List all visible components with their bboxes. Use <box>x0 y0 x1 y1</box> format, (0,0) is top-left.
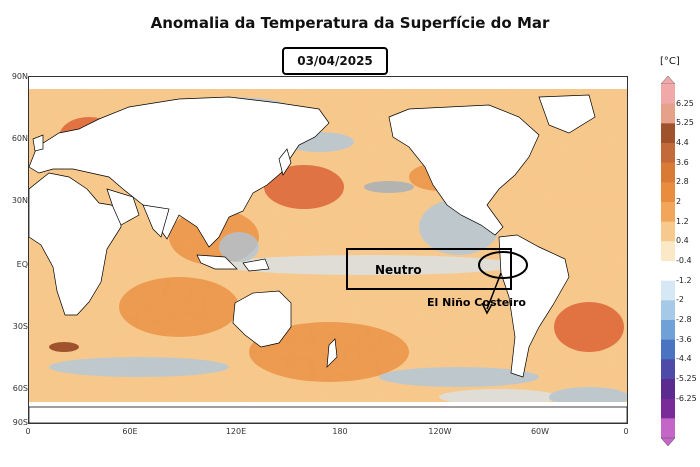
colorbar-swatch <box>661 84 675 105</box>
colorbar-bottom-cap <box>660 437 676 446</box>
lat-label: 60N <box>11 134 28 143</box>
colorbar-swatch <box>661 379 675 400</box>
date-box: 03/04/2025 <box>282 47 388 75</box>
colorbar-swatch <box>661 182 675 203</box>
annotation-arrow <box>486 272 502 310</box>
map-title: Anomalia da Temperatura da Superfície do… <box>150 14 550 32</box>
colorbar-tick-label: 6.25 <box>676 98 694 108</box>
colorbar-tick-label: 4.4 <box>676 138 689 147</box>
colorbar-swatch <box>661 103 675 124</box>
colorbar-tick-label: 2.8 <box>676 177 689 187</box>
colorbar-tick-label: 1.2 <box>676 216 689 226</box>
lat-label: 90S <box>12 418 28 427</box>
colorbar-tick-label: -5.25 <box>676 374 697 383</box>
colorbar-tick-label: -6.25 <box>676 393 697 403</box>
colorbar-swatch <box>661 398 675 419</box>
lon-label: 120E <box>225 427 247 436</box>
colorbar-tick-label: 5.25 <box>676 118 694 128</box>
sst-anomaly-map: Neutro El Niño Costeiro <box>28 76 628 424</box>
colorbar-tick-label: -0.4 <box>676 256 692 265</box>
coastal-el-nino-label: El Niño Costeiro <box>427 296 526 309</box>
lat-label: 90N <box>11 72 28 81</box>
colorbar-swatch <box>661 359 675 380</box>
colorbar-swatch <box>661 280 675 301</box>
colorbar-tick-label: -3.6 <box>676 334 692 344</box>
colorbar-tick-label: 2 <box>676 197 682 206</box>
colorbar-tick-label: 0.4 <box>676 236 689 246</box>
lon-label: 0 <box>623 427 629 436</box>
coastal-el-nino-circle <box>478 251 528 279</box>
colorbar-swatch <box>661 241 675 262</box>
colorbar-swatch <box>661 300 675 321</box>
lat-label: EQ <box>16 260 28 269</box>
lat-label: 30S <box>12 322 28 331</box>
colorbar-swatch <box>661 162 675 183</box>
colorbar-swatch <box>661 418 675 439</box>
colorbar-swatch <box>661 123 675 144</box>
colorbar-tick-label: -4.4 <box>676 354 692 364</box>
colorbar-swatch <box>661 202 675 223</box>
lon-label: 0 <box>25 427 31 436</box>
colorbar-tick-label: -2.8 <box>676 315 692 324</box>
colorbar-tick-label: -1.2 <box>676 275 692 285</box>
colorbar-swatch <box>661 339 675 360</box>
colorbar-unit: [°C] <box>660 56 680 67</box>
lat-label: 60S <box>12 384 28 393</box>
lon-label: 180 <box>332 427 348 436</box>
lon-label: 120W <box>428 427 452 436</box>
colorbar-tick-label: 3.6 <box>676 157 689 167</box>
neutral-label: Neutro <box>375 263 422 277</box>
neutral-region-box <box>346 248 512 290</box>
colorbar-swatch <box>661 261 675 282</box>
colorbar <box>660 76 676 446</box>
colorbar-tick-label: -2 <box>676 295 684 305</box>
continents <box>29 94 627 423</box>
colorbar-top-cap <box>660 76 676 85</box>
colorbar-swatch <box>661 143 675 164</box>
lon-label: 60E <box>122 427 138 436</box>
colorbar-swatch <box>661 320 675 341</box>
colorbar-swatch <box>661 221 675 242</box>
lon-label: 60W <box>530 427 550 436</box>
lat-label: 30N <box>11 196 28 205</box>
